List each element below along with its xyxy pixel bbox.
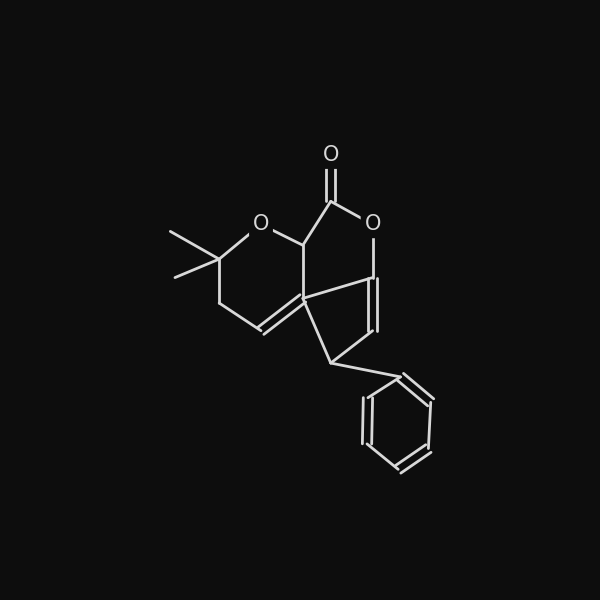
Text: O: O [323,145,339,165]
Text: O: O [364,214,381,235]
Text: O: O [253,214,269,235]
